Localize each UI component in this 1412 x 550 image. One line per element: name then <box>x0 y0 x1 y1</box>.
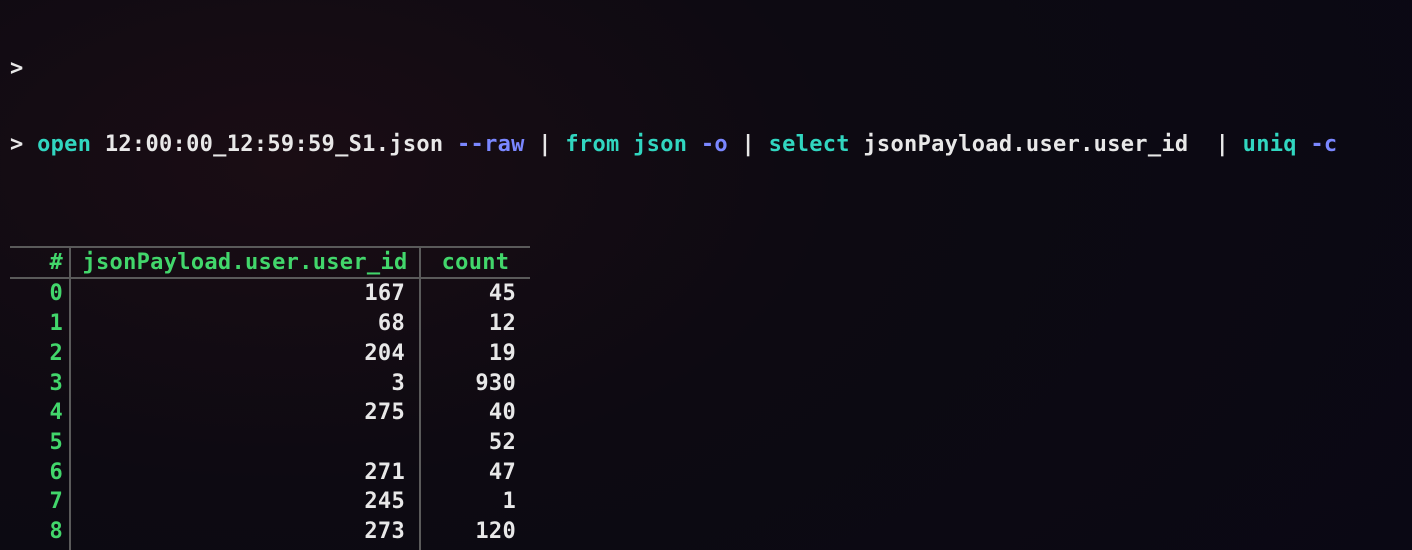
command-token: 12:00:00_12:59:59_S1.json <box>91 132 457 157</box>
row-count: 19 <box>420 339 530 369</box>
row-index: 6 <box>10 458 70 488</box>
command-token: | <box>1216 132 1243 157</box>
table-body: 0167451681222041933930427540552627147724… <box>10 278 530 550</box>
row-index: 8 <box>10 517 70 547</box>
row-index: 9 <box>10 547 70 550</box>
table-row: 8273120 <box>10 517 530 547</box>
row-index: 4 <box>10 398 70 428</box>
command-token <box>1297 132 1311 157</box>
row-count: 12 <box>420 309 530 339</box>
command-token <box>687 132 701 157</box>
command-token: --raw <box>457 132 525 157</box>
row-count: 36 <box>420 547 530 550</box>
table-header-index: # <box>10 247 70 279</box>
row-count: 1 <box>420 487 530 517</box>
command-token: -o <box>701 132 728 157</box>
row-index: 0 <box>10 278 70 309</box>
command-token: | <box>525 132 566 157</box>
row-count: 120 <box>420 517 530 547</box>
row-userid: 245 <box>70 487 420 517</box>
row-userid: 167 <box>70 278 420 309</box>
row-userid: 3 <box>70 369 420 399</box>
table-row: 928936 <box>10 547 530 550</box>
table-row: 5 52 <box>10 428 530 458</box>
command-token: -c <box>1310 132 1337 157</box>
row-index: 1 <box>10 309 70 339</box>
row-count: 40 <box>420 398 530 428</box>
command-token: open <box>37 132 91 157</box>
prompt-caret: > <box>10 132 24 157</box>
row-count: 930 <box>420 369 530 399</box>
command-token: | <box>728 132 769 157</box>
row-count: 45 <box>420 278 530 309</box>
row-count: 47 <box>420 458 530 488</box>
table-header-userid: jsonPayload.user.user_id <box>70 247 420 279</box>
terminal: > > open 12:00:00_12:59:59_S1.json --raw… <box>0 0 1412 550</box>
table-row: 016745 <box>10 278 530 309</box>
table-row: 627147 <box>10 458 530 488</box>
table-row: 72451 <box>10 487 530 517</box>
row-index: 7 <box>10 487 70 517</box>
table-row: 220419 <box>10 339 530 369</box>
row-userid <box>70 428 420 458</box>
row-userid: 68 <box>70 309 420 339</box>
table-header-count: count <box>420 247 530 279</box>
command-token: jsonPayload.user.user_id <box>850 132 1216 157</box>
command-text: open 12:00:00_12:59:59_S1.json --raw | f… <box>37 132 1337 157</box>
command-line[interactable]: > open 12:00:00_12:59:59_S1.json --raw |… <box>10 132 1402 158</box>
previous-prompt-caret: > <box>10 56 1402 82</box>
row-userid: 289 <box>70 547 420 550</box>
command-token: from json <box>565 132 687 157</box>
row-index: 2 <box>10 339 70 369</box>
table-row: 16812 <box>10 309 530 339</box>
row-userid: 275 <box>70 398 420 428</box>
row-userid: 273 <box>70 517 420 547</box>
table-row: 427540 <box>10 398 530 428</box>
row-index: 5 <box>10 428 70 458</box>
table-row: 33930 <box>10 369 530 399</box>
command-token: select <box>769 132 850 157</box>
row-count: 52 <box>420 428 530 458</box>
row-userid: 271 <box>70 458 420 488</box>
output-table: # jsonPayload.user.user_id count 0167451… <box>10 246 530 550</box>
command-token: uniq <box>1243 132 1297 157</box>
row-userid: 204 <box>70 339 420 369</box>
row-index: 3 <box>10 369 70 399</box>
